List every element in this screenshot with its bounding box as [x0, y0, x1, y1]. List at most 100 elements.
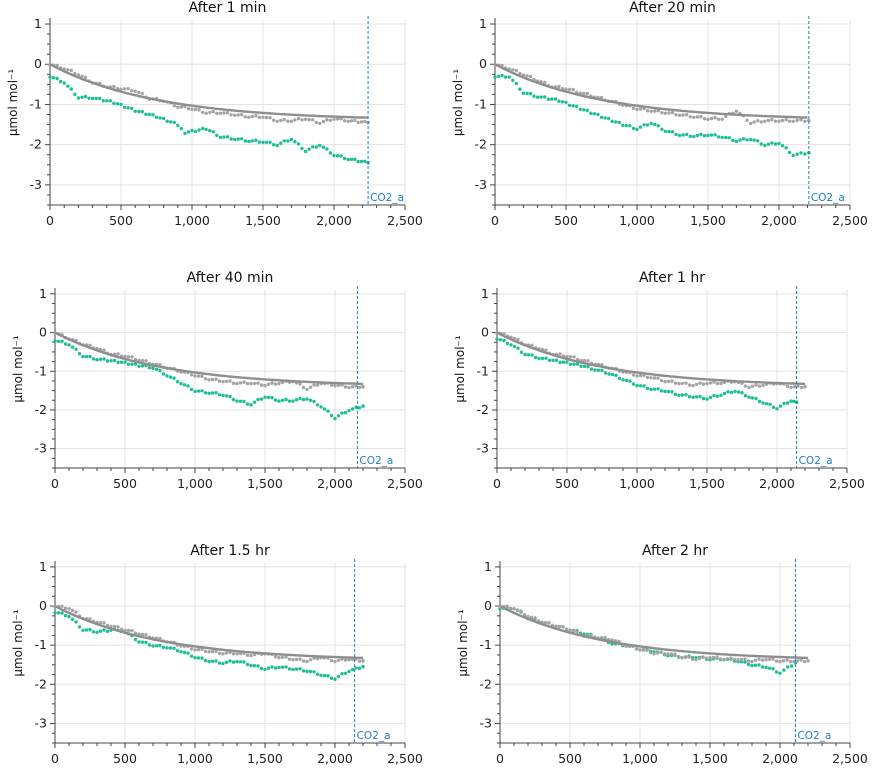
y-axis-label: µmol mol⁻¹ [11, 609, 25, 677]
data-point-gray [722, 658, 726, 662]
fit-line [54, 604, 364, 660]
data-point-gray [670, 111, 675, 115]
data-point-gray [750, 659, 754, 664]
data-point-teal [77, 625, 82, 629]
data-point-teal [189, 387, 194, 392]
data-point-teal [190, 128, 194, 133]
data-point-gray [803, 384, 807, 389]
data-point-gray [229, 113, 233, 117]
data-point-gray [186, 107, 191, 111]
data-point-teal [312, 670, 316, 674]
data-point-gray [301, 385, 306, 390]
data-point-gray [561, 625, 565, 629]
data-point-gray [266, 382, 271, 386]
data-point-teal [119, 102, 123, 107]
data-point-teal [182, 650, 187, 655]
data-point-teal [666, 389, 671, 394]
data-point-gray [333, 659, 337, 664]
data-point-teal [511, 78, 515, 83]
data-point-teal [238, 660, 243, 664]
data-point-teal [81, 354, 85, 359]
data-point-teal [495, 337, 499, 341]
data-point-teal [252, 400, 257, 404]
data-point-gray [60, 604, 64, 608]
data-point-teal [90, 96, 95, 101]
data-point-teal [235, 399, 239, 403]
data-point-teal [144, 640, 148, 645]
y-tick-label: -2 [475, 137, 487, 152]
data-point-gray [767, 657, 772, 662]
data-point-gray [568, 355, 573, 359]
data-point-teal [235, 659, 239, 664]
data-point-gray [224, 379, 229, 384]
data-point-teal [775, 407, 779, 411]
data-point-gray [558, 352, 562, 356]
x-tick-label: 1,000 [622, 751, 658, 766]
data-point-gray [695, 115, 700, 119]
data-point-gray [748, 121, 753, 126]
data-point-teal [603, 371, 608, 375]
data-point-teal [298, 667, 302, 671]
data-point-teal [766, 142, 771, 146]
data-point-teal [133, 109, 137, 114]
data-point-teal [760, 665, 765, 669]
y-axis-label: µmol mol⁻¹ [6, 69, 20, 137]
data-point-teal [319, 405, 323, 409]
data-point-teal [53, 611, 57, 615]
data-point-gray [656, 376, 660, 380]
data-point-teal [340, 672, 344, 676]
data-point-teal [291, 667, 295, 672]
data-point-teal [565, 360, 569, 364]
data-point-teal [245, 402, 250, 406]
data-point-teal [333, 677, 337, 681]
data-point-gray [249, 381, 253, 386]
data-point-teal [754, 396, 758, 401]
data-point-teal [122, 105, 127, 110]
data-point-teal [692, 134, 696, 139]
data-point-gray [203, 649, 208, 653]
data-point-teal [67, 343, 71, 347]
data-point-teal [254, 138, 258, 142]
y-tick-label: 0 [39, 325, 47, 340]
data-point-gray [802, 659, 807, 664]
data-point-teal [350, 407, 355, 411]
data-point-teal [336, 674, 341, 679]
data-point-gray [140, 358, 145, 363]
data-point-teal [761, 401, 765, 405]
data-point-teal [572, 362, 576, 366]
data-point-teal [77, 352, 82, 356]
data-point-gray [688, 115, 692, 119]
data-point-gray [713, 116, 717, 120]
y-tick-label: 1 [484, 559, 492, 574]
data-point-teal [340, 411, 344, 415]
x-tick-label: 1,500 [247, 751, 283, 766]
data-point-teal [603, 116, 607, 120]
data-point-gray [796, 384, 800, 388]
data-point-gray [69, 68, 74, 73]
data-point-gray [529, 615, 534, 619]
data-point-gray [256, 381, 260, 385]
data-point-teal [746, 662, 751, 667]
data-point-teal [193, 389, 197, 394]
data-point-teal [363, 159, 367, 163]
y-tick-label: -2 [477, 402, 489, 417]
data-point-gray [645, 109, 650, 113]
data-point-gray [516, 337, 520, 342]
data-point-gray [677, 113, 682, 118]
data-point-teal [221, 393, 225, 397]
data-point-teal [357, 666, 362, 671]
data-point-gray [201, 110, 205, 115]
y-tick-label: 0 [39, 598, 47, 613]
y-tick-label: -2 [480, 676, 492, 691]
x-tick-label: 500 [554, 213, 578, 228]
data-point-teal [791, 153, 795, 158]
data-point-gray [683, 655, 688, 660]
data-point-gray [571, 87, 575, 92]
data-point-teal [521, 91, 526, 95]
data-point-teal [259, 397, 264, 401]
data-point-teal [98, 629, 103, 633]
chart-panel: 0 500 1,000 1,500 2,000 2,500 1 0 -1 -2 -3 After 20… [451, 0, 868, 228]
data-point-teal [207, 391, 211, 395]
y-tick-label: 1 [479, 16, 487, 31]
data-point-gray [303, 117, 308, 122]
